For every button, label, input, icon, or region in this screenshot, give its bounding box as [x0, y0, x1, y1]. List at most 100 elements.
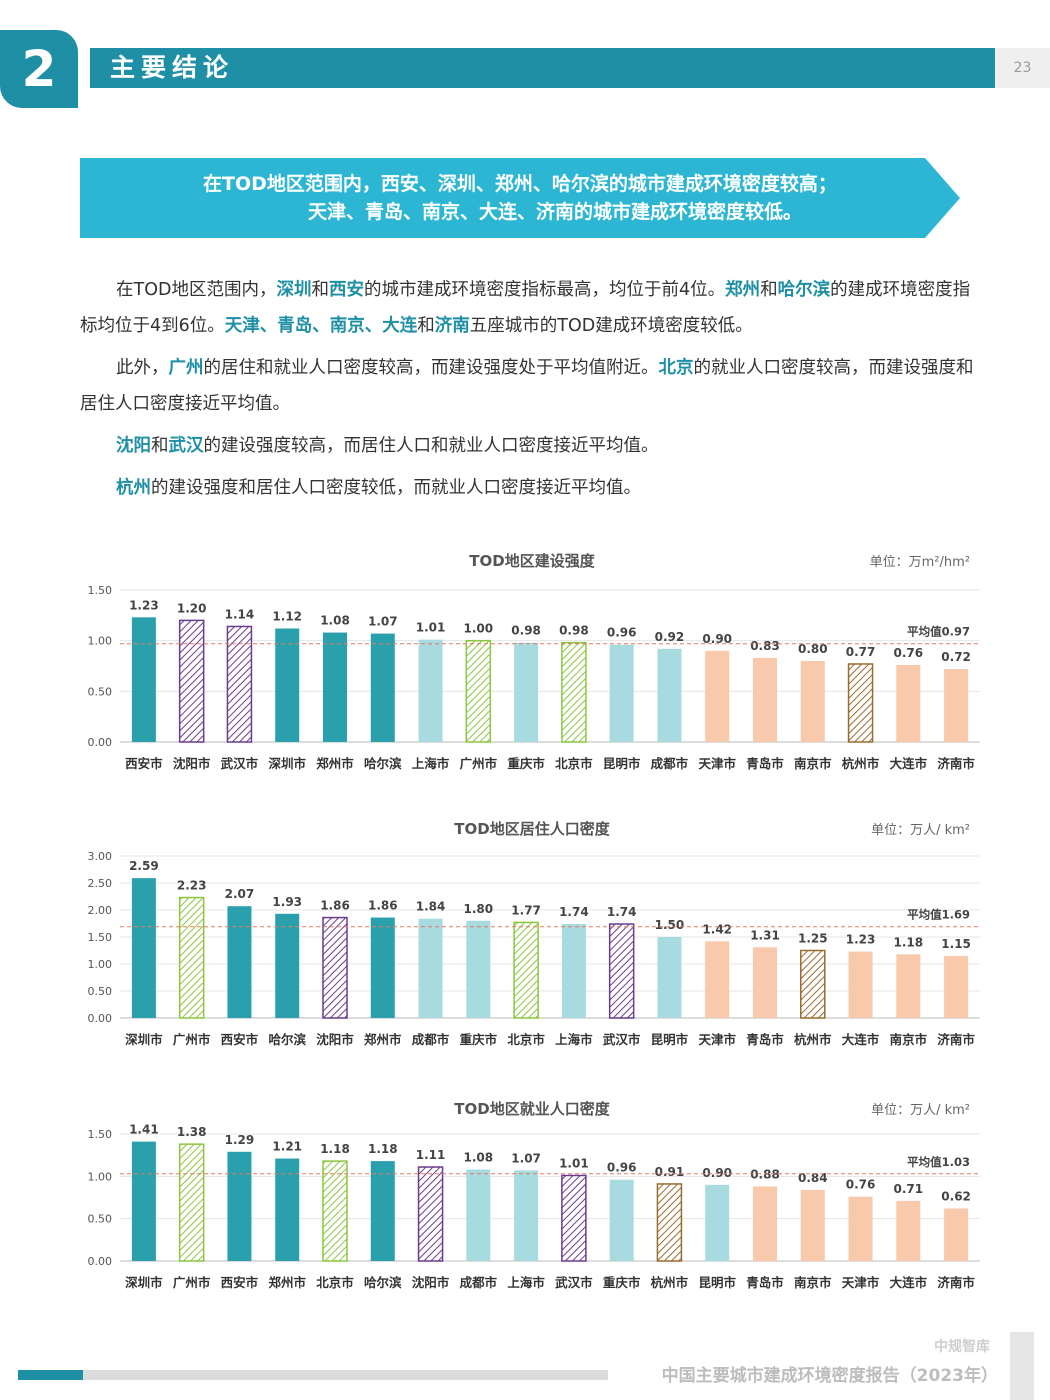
chart-unit: 单位：万人/ km²	[871, 1103, 970, 1118]
bar	[466, 920, 491, 1018]
category-label: 北京市	[555, 756, 593, 771]
category-label: 大连市	[890, 756, 928, 771]
paragraph-text: 和	[417, 316, 435, 336]
data-label: 0.76	[894, 646, 924, 660]
category-label: 青岛市	[746, 1032, 784, 1047]
category-label: 广州市	[173, 1032, 211, 1047]
bar	[178, 1143, 205, 1262]
average-label: 平均值1.69	[907, 908, 970, 922]
chart-title: TOD地区居住人口密度	[454, 820, 610, 838]
bar	[226, 625, 253, 743]
data-label: 1.18	[894, 935, 924, 949]
chart-unit: 单位：万人/ km²	[871, 823, 970, 838]
bar	[418, 639, 443, 742]
body-text: 在TOD地区范围内，深圳和西安的城市建成环境密度指标最高，均位于前4位。郑州和哈…	[80, 272, 985, 512]
average-label: 平均值1.03	[907, 1155, 970, 1169]
data-label: 1.23	[129, 598, 159, 612]
data-label: 1.25	[798, 932, 828, 946]
paragraph-text: 和	[311, 280, 329, 300]
data-label: 0.62	[941, 1190, 971, 1204]
paragraph-text: 和	[760, 280, 778, 300]
data-label: 0.88	[750, 1167, 780, 1181]
data-label: 0.98	[559, 624, 589, 638]
category-label: 哈尔滨	[364, 756, 402, 771]
chart-unit: 单位：万m²/hm²	[870, 555, 970, 570]
category-label: 北京市	[507, 1032, 545, 1047]
paragraph-3: 沈阳和武汉的建设强度较高，而居住人口和就业人口密度接近平均值。	[80, 428, 985, 464]
bar	[608, 923, 635, 1019]
y-tick-label: 1.50	[88, 931, 113, 944]
category-label: 哈尔滨	[364, 1275, 402, 1290]
bar	[465, 639, 492, 743]
bar	[657, 937, 682, 1018]
bar	[896, 954, 921, 1018]
category-label: 大连市	[890, 1275, 928, 1290]
data-label: 1.07	[368, 615, 398, 629]
data-label: 1.29	[225, 1133, 255, 1147]
category-label: 济南市	[937, 756, 975, 771]
category-label: 昆明市	[698, 1275, 736, 1290]
bar	[848, 951, 873, 1018]
category-label: 天津市	[698, 756, 736, 771]
y-tick-label: 1.50	[88, 1128, 113, 1141]
data-label: 1.07	[511, 1151, 541, 1165]
data-label: 1.41	[129, 1123, 159, 1137]
data-label: 0.90	[702, 632, 732, 646]
highlighted-city: 哈尔滨	[777, 280, 831, 300]
banner-line-2: 天津、青岛、南京、大连、济南的城市建成环境密度较低。	[307, 201, 802, 223]
paragraph-2: 此外，广州的居住和就业人口密度较高，而建设强度处于平均值附近。北京的就业人口密度…	[80, 350, 985, 422]
y-tick-label: 0.00	[88, 1012, 113, 1025]
category-label: 成都市	[651, 756, 689, 771]
data-label: 1.84	[416, 900, 446, 914]
highlighted-city: 广州	[168, 358, 204, 378]
y-tick-label: 2.50	[88, 877, 113, 890]
paragraph-text: 的建设强度和居住人口密度较低，而就业人口密度接近平均值。	[151, 478, 641, 498]
bar	[275, 628, 300, 742]
bar	[800, 949, 826, 1019]
average-label: 平均值0.97	[907, 625, 970, 639]
data-label: 0.77	[846, 645, 876, 659]
bar	[896, 664, 921, 742]
category-label: 杭州市	[842, 756, 880, 771]
footer-report-title: 中国主要城市建成环境密度报告（2023年）	[661, 1366, 998, 1386]
category-label: 深圳市	[268, 756, 306, 771]
category-label: 哈尔滨	[268, 1032, 306, 1047]
data-label: 0.92	[655, 630, 685, 644]
y-tick-label: 1.00	[88, 1170, 113, 1183]
data-label: 2.23	[177, 879, 207, 893]
page-number: 23	[995, 48, 1050, 88]
y-tick-label: 1.00	[88, 958, 113, 971]
bar	[131, 878, 156, 1018]
chart-employment-density-svg: TOD地区就业人口密度 单位：万人/ km² 0.00 0.50 1.00 1.50 1.4…	[88, 1100, 980, 1290]
highlighted-city: 西安	[328, 280, 364, 300]
data-label: 0.83	[750, 639, 780, 653]
data-label: 0.96	[607, 1161, 637, 1175]
paragraph-text: 的居住和就业人口密度较高，而建设强度处于平均值附近。	[203, 358, 659, 378]
section-number: 2	[0, 30, 78, 108]
bar	[323, 632, 347, 742]
y-tick-label: 1.00	[88, 635, 113, 648]
category-label: 重庆市	[507, 756, 545, 771]
category-label: 西安市	[125, 756, 163, 771]
category-label: 深圳市	[125, 1275, 163, 1290]
bar	[896, 1200, 921, 1261]
bar	[609, 644, 634, 742]
bar	[370, 1161, 395, 1261]
category-label: 上海市	[507, 1275, 545, 1290]
data-label: 0.71	[894, 1182, 924, 1196]
bar	[847, 663, 874, 743]
data-label: 0.72	[941, 650, 971, 664]
category-label: 沈阳市	[412, 1275, 450, 1290]
bar	[705, 1184, 730, 1261]
data-label: 1.00	[464, 622, 494, 636]
paragraph-text: 和	[151, 436, 169, 456]
category-label: 青岛市	[746, 1275, 784, 1290]
data-label: 1.31	[750, 928, 780, 942]
bar	[178, 896, 205, 1019]
paragraph-text: 五座城市的TOD建成环境密度较低。	[469, 316, 753, 336]
chart-employment-density: TOD地区就业人口密度 单位：万人/ km² 0.00 0.50 1.00 1.50 1.4…	[80, 1088, 985, 1303]
bar	[944, 669, 969, 742]
paragraph-text: 在TOD地区范围内，	[116, 280, 277, 300]
chart-construction-intensity-svg: TOD地区建设强度 单位：万m²/hm² 0.00 0.50 1.00 1.50 1.23 西…	[88, 552, 980, 771]
data-label: 0.96	[607, 626, 637, 640]
